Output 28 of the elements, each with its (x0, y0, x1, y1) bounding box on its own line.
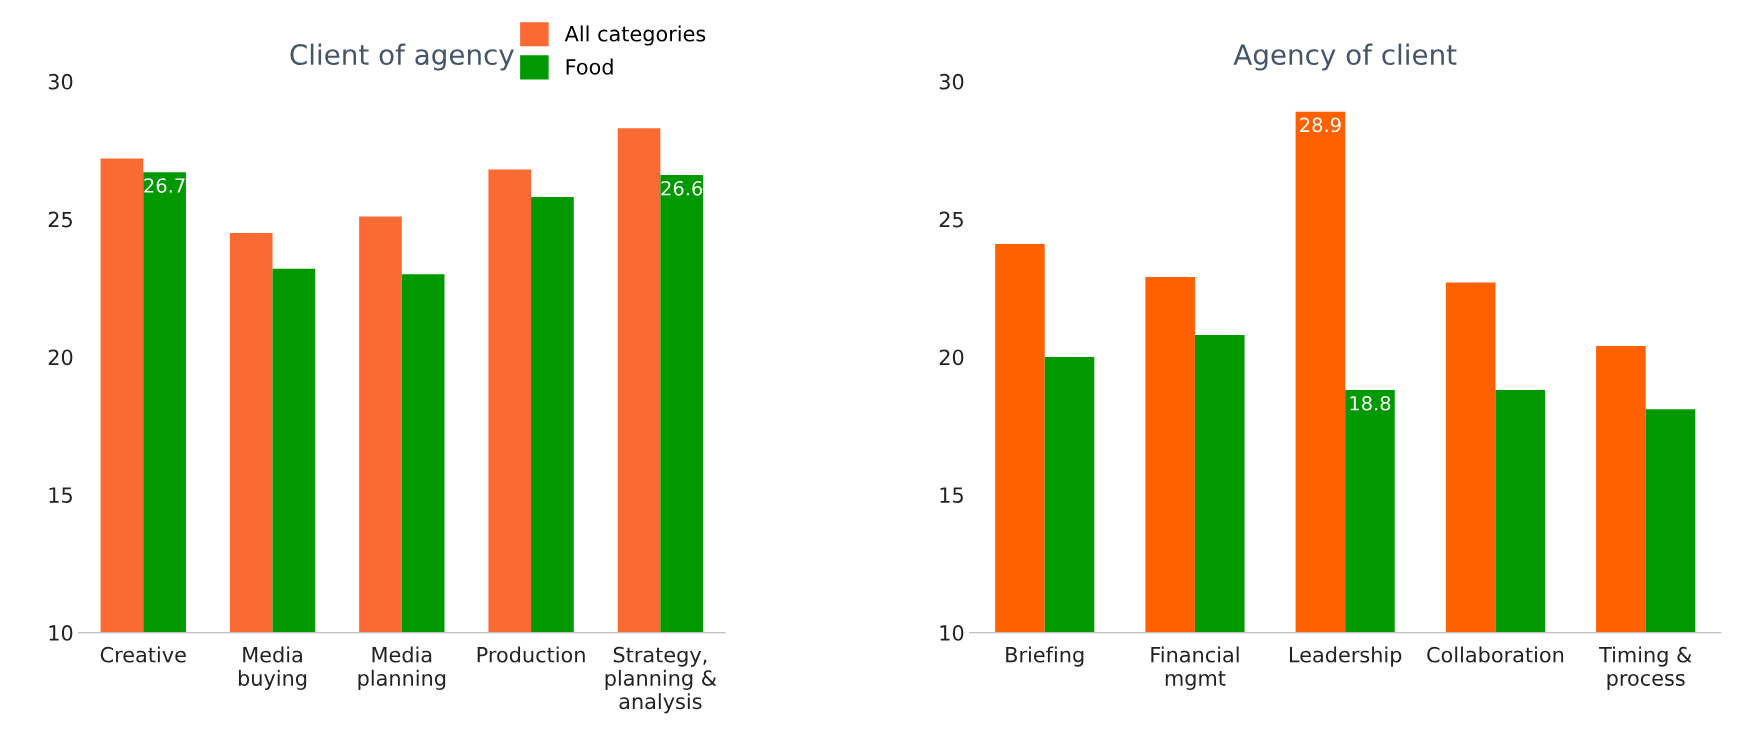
x-tick-label: Leadership (1289, 646, 1402, 667)
x-tick-label: Briefing (1006, 646, 1084, 667)
chart-title: Client of agency (290, 43, 514, 71)
y-tick-label: 30 (48, 73, 73, 90)
x-tick-label: Media buying (238, 646, 307, 690)
x-tick-label: Media planning (358, 646, 446, 690)
y-tick-label: 30 (939, 73, 964, 90)
x-tick-label: Strategy, planning & analysis (605, 646, 717, 714)
x-tick-label: Creative (100, 646, 186, 663)
y-tick-label: 10 (49, 625, 73, 641)
y-tick-label: 25 (939, 211, 963, 228)
legend-label: Food (566, 58, 613, 75)
x-tick-label: Timing & process (1598, 646, 1692, 690)
y-tick-label: 15 (49, 487, 72, 503)
y-tick-label: 20 (939, 349, 964, 366)
data-label: 28.9 (1300, 117, 1341, 133)
y-tick-label: 15 (940, 487, 963, 503)
chart-title: Agency of client (1233, 43, 1457, 71)
data-label: 26.7 (144, 178, 185, 193)
y-tick-label: 25 (48, 211, 72, 228)
y-tick-label: 10 (940, 625, 964, 641)
x-tick-label: Collaboration (1427, 646, 1564, 663)
y-tick-label: 20 (48, 349, 73, 366)
data-label: 18.8 (1350, 395, 1391, 411)
data-label: 26.6 (661, 180, 703, 196)
x-tick-label: Financial mgmt (1151, 646, 1239, 690)
legend-label: All categories (564, 25, 706, 46)
x-tick-label: Production (477, 646, 585, 663)
